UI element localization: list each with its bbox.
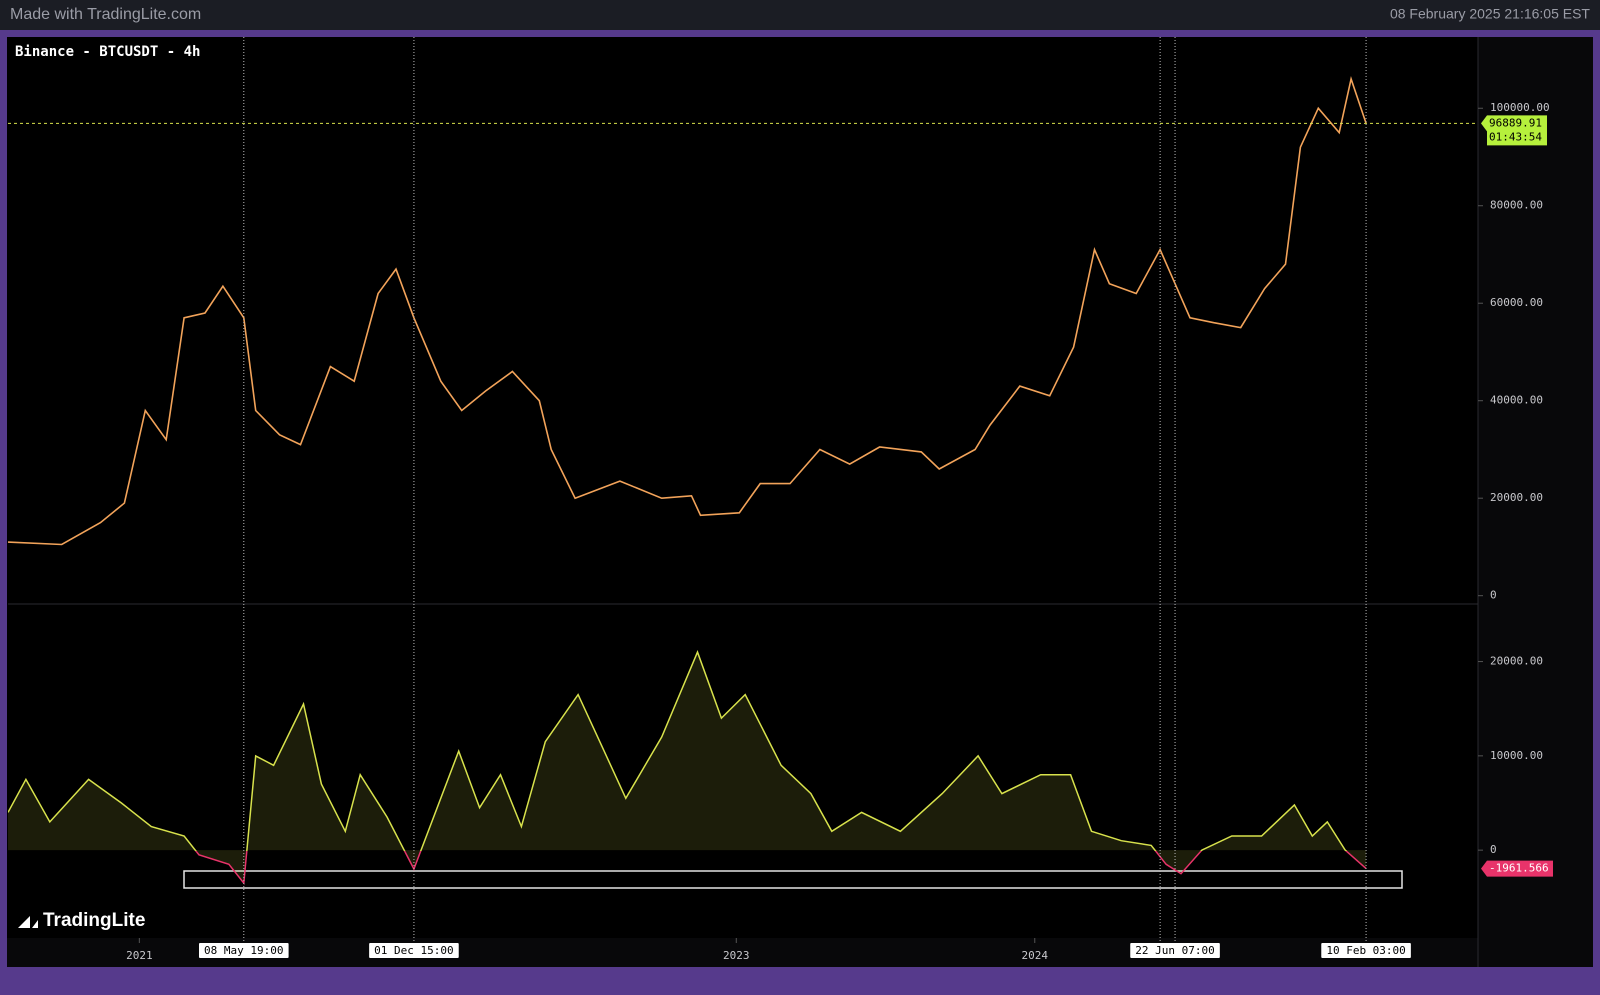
value-tag: [1481, 860, 1553, 877]
timestamp: 08 February 2025 21:16:05 EST: [1390, 6, 1590, 22]
x-tick-label: 2023: [723, 949, 750, 962]
price-tag-label: 96889.91: [1489, 116, 1542, 129]
crosshair-label-box: [198, 943, 289, 958]
indicator-line: [8, 650, 1348, 851]
y-tick-label: 0: [1490, 589, 1497, 602]
highlight-box: [183, 870, 1403, 889]
price-tag: [1481, 115, 1547, 146]
crosshair-label: 01 Dec 15:00: [374, 944, 453, 957]
y-tick-label: 60000.00: [1490, 296, 1543, 309]
crosshair-label-box: [1130, 943, 1220, 958]
crosshair-label-box: [369, 943, 459, 958]
y-tick-label: 20000.00: [1490, 655, 1543, 668]
brand-logo: [18, 916, 38, 928]
y-tick-label: 20000.00: [1490, 491, 1543, 504]
y-tick-label: 40000.00: [1490, 394, 1543, 407]
price-line: [7, 76, 1367, 546]
x-tick-label: 2021: [126, 949, 153, 962]
chart-title: Binance - BTCUSDT - 4h: [15, 44, 200, 60]
y-tick-label: 0: [1490, 843, 1497, 856]
countdown: 01:43:54: [1489, 130, 1542, 143]
crosshair-label-box: [1321, 943, 1411, 958]
y-tick-label: 10000.00: [1490, 749, 1543, 762]
plot-background: [7, 37, 1593, 967]
y-tick-label: 80000.00: [1490, 199, 1543, 212]
x-tick-label: 2024: [1022, 949, 1049, 962]
crosshair-label: 08 May 19:00: [204, 944, 283, 957]
crosshair-label: 22 Jun 07:00: [1135, 944, 1214, 957]
crosshair-label: 10 Feb 03:00: [1326, 944, 1405, 957]
brand-name: TradingLite: [43, 910, 145, 931]
watermark: Made with TradingLite.com: [10, 6, 201, 23]
indicator-line-negative: [194, 851, 1367, 886]
y-tick-label: 100000.00: [1490, 101, 1550, 114]
price-axis-area: [1478, 37, 1593, 967]
value-tag-label: -1961.566: [1489, 862, 1549, 875]
